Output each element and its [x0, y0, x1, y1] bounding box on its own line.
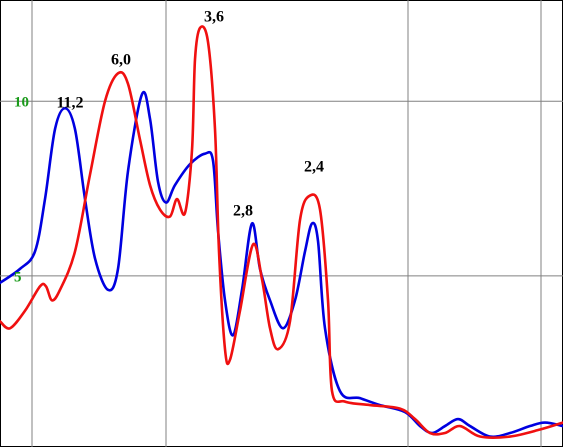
series-line: [0, 25, 563, 439]
annotation: 2,4: [304, 159, 324, 176]
labels: 5 10 11,2 6,0 3,6 2,8 2,4: [14, 9, 324, 286]
lines: [0, 25, 563, 439]
annotation: 6,0: [111, 52, 131, 69]
y-tick-label: 10: [14, 95, 29, 111]
annotation: 2,8: [233, 203, 253, 220]
annotation: 11,2: [56, 95, 83, 112]
y-tick-label: 5: [14, 269, 22, 285]
annotation: 3,6: [204, 9, 224, 26]
